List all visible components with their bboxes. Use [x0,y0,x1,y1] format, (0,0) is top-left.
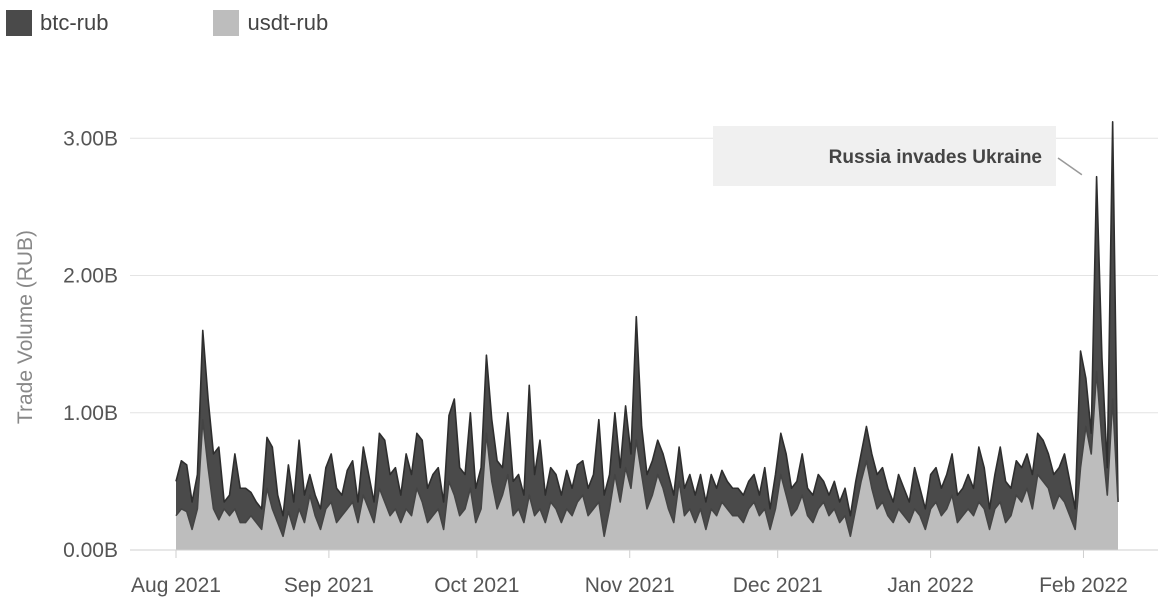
legend: btc-rub usdt-rub [6,8,433,38]
x-tick-label: Dec 2021 [733,574,823,597]
series-areas [175,121,1119,550]
legend-label-usdt-rub: usdt-rub [247,10,329,35]
x-tick-label: Nov 2021 [585,574,675,597]
axes: 0.00B 1.00B 2.00B 3.00B Aug 2021 Sep 2021 Oct … [14,127,1158,597]
y-tick-label: 2.00B [63,265,118,288]
annotation-connector [1057,157,1083,176]
x-tick-label: Aug 2021 [131,574,221,597]
y-axis-label: Trade Volume (RUB) [14,230,37,424]
area-btc-rub [176,121,1118,550]
y-tick-label: 1.00B [63,402,118,425]
legend-item-usdt-rub[interactable]: usdt-rub [213,10,328,36]
line-btc-rub [175,121,1119,517]
legend-swatch-usdt-rub [213,10,240,36]
x-tick-label: Sep 2021 [284,574,374,597]
area-usdt-rub [176,371,1118,550]
line-usdt-rub [175,370,1119,538]
y-tick-label: 0.00B [63,539,118,562]
annotation-text: Russia invades Ukraine [829,147,1042,168]
y-tick-label: 3.00B [63,127,118,150]
legend-item-btc-rub[interactable]: btc-rub [6,10,108,36]
legend-swatch-btc-rub [6,10,32,36]
legend-label-btc-rub: btc-rub [40,10,109,35]
annotation-box [713,126,1056,186]
x-tick-label: Oct 2021 [434,574,519,597]
x-tick-label: Feb 2022 [1039,574,1128,597]
x-tick-label: Jan 2022 [887,574,973,597]
annotation: Russia invades Ukraine [713,126,1083,186]
